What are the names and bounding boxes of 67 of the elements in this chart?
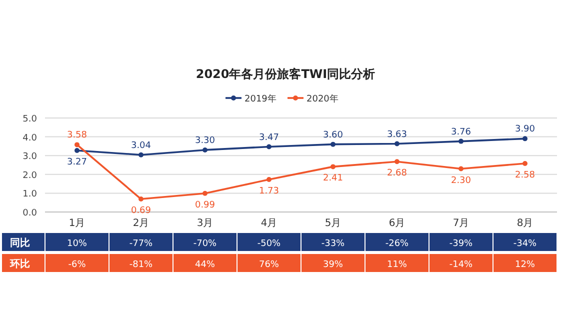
data-label: 2.41 bbox=[322, 174, 344, 184]
x-tick-label: 7月 bbox=[452, 218, 470, 229]
point bbox=[458, 166, 464, 172]
text: 10% bbox=[66, 239, 88, 249]
text: -39% bbox=[449, 239, 474, 249]
y-tick-label: 1.0 bbox=[22, 190, 38, 200]
data-label: 0.69 bbox=[130, 206, 152, 216]
legend-label: 2020年 bbox=[306, 94, 338, 104]
text: 环比 bbox=[9, 258, 30, 270]
x-tick-label: 2月 bbox=[132, 218, 150, 229]
point bbox=[330, 164, 336, 170]
chart-title: 2020年各月份旅客TWI同比分析 bbox=[196, 67, 376, 81]
point bbox=[202, 190, 208, 196]
point bbox=[394, 159, 400, 164]
data-label: 3.04 bbox=[130, 140, 152, 151]
text: -26% bbox=[385, 239, 410, 249]
point bbox=[74, 142, 80, 148]
y-tick-label: 0.0 bbox=[22, 208, 38, 218]
x-tick-label: 1月 bbox=[68, 218, 86, 229]
legend-label: 2019年 bbox=[244, 94, 276, 104]
data-label: 3.58 bbox=[66, 130, 88, 141]
data-label: 1.73 bbox=[258, 186, 280, 196]
y-tick-label: 4.0 bbox=[22, 133, 38, 144]
text: -14% bbox=[449, 260, 474, 270]
text: -34% bbox=[513, 239, 538, 249]
text: -77% bbox=[129, 239, 154, 249]
x-tick-label: 8月 bbox=[516, 218, 534, 229]
text: 11% bbox=[386, 260, 408, 270]
x-tick-label: 5月 bbox=[324, 218, 342, 229]
data-label: 2.30 bbox=[450, 176, 472, 186]
text: -33% bbox=[321, 239, 346, 249]
point bbox=[458, 138, 464, 144]
data-label: 3.27 bbox=[66, 158, 88, 168]
text: -81% bbox=[129, 260, 154, 270]
point bbox=[266, 176, 272, 182]
point bbox=[522, 160, 528, 166]
data-label: 3.90 bbox=[514, 124, 536, 135]
text: -6% bbox=[68, 260, 86, 270]
x-tick-label: 4月 bbox=[260, 218, 278, 229]
data-label: 3.60 bbox=[322, 130, 344, 140]
text: 12% bbox=[514, 260, 536, 270]
point bbox=[138, 152, 144, 158]
y-tick-label: 2.0 bbox=[22, 170, 38, 181]
point bbox=[74, 148, 80, 154]
data-label: 3.76 bbox=[450, 127, 472, 138]
x-tick-label: 3月 bbox=[196, 218, 214, 229]
text: 同比 bbox=[10, 237, 30, 249]
text: -50% bbox=[257, 239, 282, 249]
point bbox=[266, 144, 272, 150]
data-label: 2.58 bbox=[514, 170, 536, 180]
data-label: 0.99 bbox=[194, 200, 216, 210]
point bbox=[394, 141, 400, 146]
x-tick-label: 6月 bbox=[388, 218, 406, 229]
point bbox=[138, 196, 144, 202]
text: 76% bbox=[258, 260, 280, 270]
y-tick-label: 3.0 bbox=[22, 152, 38, 162]
text: 39% bbox=[322, 260, 344, 270]
data-label: 2.68 bbox=[386, 168, 408, 179]
text: 44% bbox=[194, 260, 216, 270]
data-label: 3.63 bbox=[386, 130, 408, 140]
text: -70% bbox=[193, 239, 218, 249]
data-label: 3.30 bbox=[194, 136, 216, 146]
point bbox=[522, 136, 528, 142]
point bbox=[330, 142, 336, 147]
point bbox=[202, 147, 208, 152]
y-tick-label: 5.0 bbox=[22, 114, 38, 124]
data-label: 3.47 bbox=[258, 132, 280, 143]
